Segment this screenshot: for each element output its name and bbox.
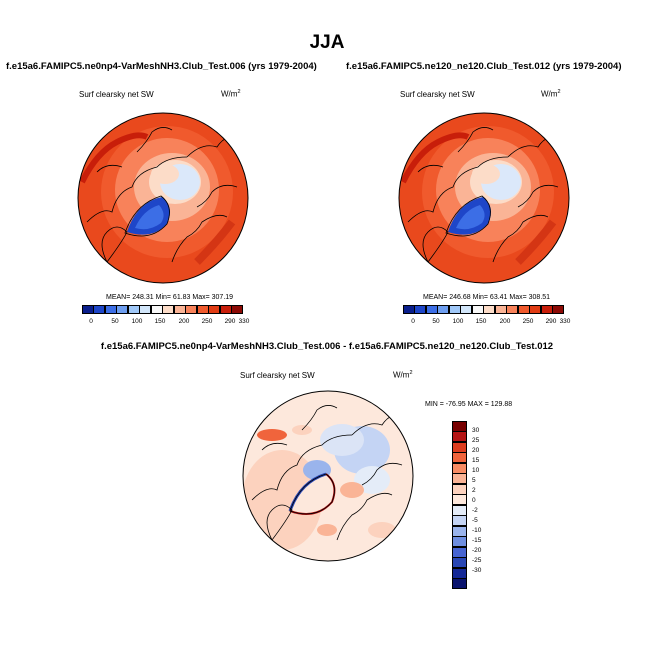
panel-3-colorbar: [452, 420, 467, 589]
tick-label: 150: [154, 318, 166, 325]
tick-label: 250: [201, 318, 213, 325]
tick-label: 150: [475, 318, 487, 325]
tick-label: 0: [472, 497, 476, 504]
panel-2-variable-label: Surf clearsky net SW: [400, 90, 475, 99]
panel-3-stats: MIN = -76.95 MAX = 129.88: [425, 401, 513, 408]
tick-label: 2: [472, 487, 476, 494]
tick-label: 15: [472, 457, 480, 464]
tick-label: 50: [111, 318, 119, 325]
panel-2-units: W/m2: [541, 89, 561, 99]
tick-label: 290: [224, 318, 236, 325]
tick-label: -15: [472, 537, 482, 544]
main-title: JJA: [309, 32, 345, 53]
tick-label: 250: [522, 318, 534, 325]
tick-label: -25: [472, 557, 482, 564]
panel-1-stats: MEAN= 248.31 Min= 61.83 Max= 307.19: [106, 294, 234, 301]
tick-label: -5: [472, 517, 478, 524]
tick-label: -20: [472, 547, 482, 554]
tick-label: -10: [472, 527, 482, 534]
tick-label: -30: [472, 567, 482, 574]
tick-label: 0: [411, 318, 415, 325]
panel-1-polar-map: [77, 112, 249, 284]
tick-label: -2: [472, 507, 478, 514]
panel-1-title: f.e15a6.FAMIPC5.ne0np4-VarMeshNH3.Club_T…: [6, 61, 317, 72]
tick-label: 330: [559, 318, 571, 325]
panel-1-variable-label: Surf clearsky net SW: [79, 90, 154, 99]
panel-3-variable-label: Surf clearsky net SW: [240, 371, 315, 380]
tick-label: 100: [452, 318, 464, 325]
panel-2-stats: MEAN= 246.68 Min= 63.41 Max= 308.51: [423, 294, 551, 301]
tick-label: 200: [499, 318, 511, 325]
tick-label: 0: [89, 318, 93, 325]
tick-label: 50: [432, 318, 440, 325]
tick-label: 25: [472, 437, 480, 444]
panel-3-units: W/m2: [393, 370, 413, 380]
tick-label: 5: [472, 477, 476, 484]
panel-2-title: f.e15a6.FAMIPC5.ne120_ne120.Club_Test.01…: [346, 61, 622, 72]
tick-label: 290: [545, 318, 557, 325]
panel-1-units: W/m2: [221, 89, 241, 99]
tick-label: 100: [131, 318, 143, 325]
tick-label: 30: [472, 427, 480, 434]
panel-3-polar-map: [242, 390, 414, 562]
tick-label: 200: [178, 318, 190, 325]
panel-2-polar-map: [398, 112, 570, 284]
panel-3-title: f.e15a6.FAMIPC5.ne0np4-VarMeshNH3.Club_T…: [100, 341, 554, 352]
tick-label: 10: [472, 467, 480, 474]
tick-label: 20: [472, 447, 480, 454]
tick-label: 330: [238, 318, 250, 325]
panel-2-colorbar: [402, 305, 564, 314]
panel-1-colorbar: [81, 305, 243, 314]
